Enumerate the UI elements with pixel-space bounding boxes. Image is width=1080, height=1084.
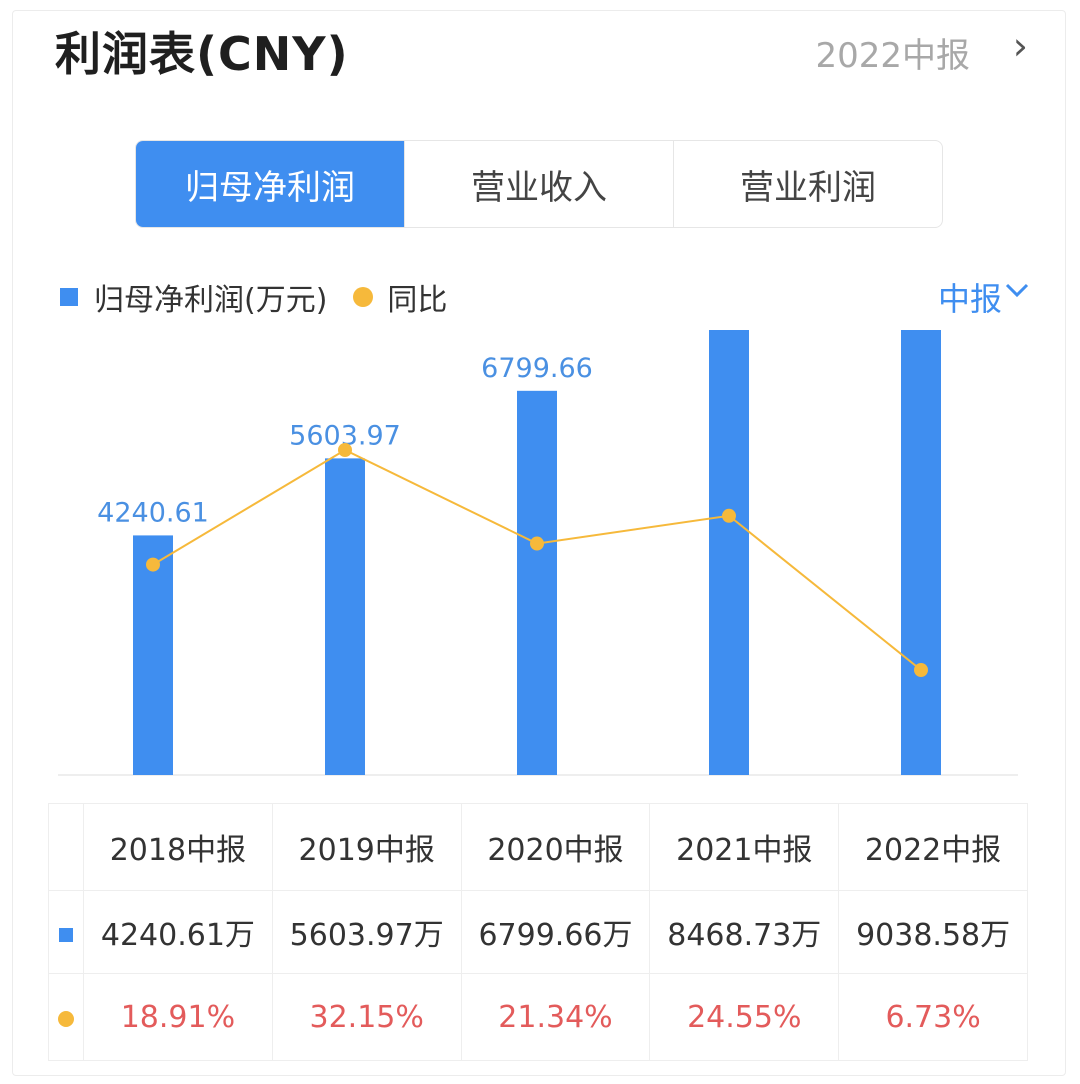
page-title: 利润表(CNY) <box>55 27 349 81</box>
bar-data-label: 6799.66 <box>481 353 593 384</box>
data-table: 2018中报 2019中报 2020中报 2021中报 2022中报 4240.… <box>48 803 1028 1061</box>
table-header-cell: 2019中报 <box>271 803 462 891</box>
legend-line-swatch <box>353 287 374 307</box>
table-cell-yoy: 32.15% <box>271 973 462 1061</box>
row-marker-cell <box>48 973 84 1061</box>
bar <box>709 330 749 775</box>
table-cell-value: 6799.66万 <box>460 890 651 974</box>
table-corner-cell <box>48 803 84 891</box>
bar <box>133 535 173 775</box>
table-header-cell: 2021中报 <box>649 803 840 891</box>
bar <box>901 330 941 775</box>
bar-series-marker <box>59 927 73 942</box>
table-row: 18.91% 32.15% 21.34% 24.55% 6.73% <box>48 973 1028 1061</box>
table-cell-yoy: 21.34% <box>460 973 651 1061</box>
yoy-point <box>146 557 160 572</box>
line-series-marker <box>58 1010 74 1027</box>
bar <box>517 390 557 775</box>
legend-bar-label: 归母净利润(万元) <box>94 283 328 318</box>
table-cell-value: 8468.73万 <box>649 890 840 974</box>
bar <box>325 458 365 775</box>
table-cell-yoy: 24.55% <box>649 973 840 1061</box>
yoy-point <box>338 443 352 457</box>
report-period-selector[interactable]: 2022中报 <box>815 36 970 76</box>
legend-bar-swatch <box>60 288 78 306</box>
table-cell-value: 4240.61万 <box>83 890 273 974</box>
table-header-row: 2018中报 2019中报 2020中报 2021中报 2022中报 <box>48 803 1028 891</box>
yoy-point <box>530 536 544 551</box>
table-header-cell: 2022中报 <box>838 803 1028 891</box>
chevron-down-icon[interactable] <box>1004 274 1030 312</box>
bar-data-label: 4240.61 <box>97 497 209 528</box>
chevron-right-icon[interactable]: › <box>1012 24 1028 68</box>
table-cell-value: 5603.97万 <box>271 890 462 974</box>
row-marker-cell <box>48 890 84 974</box>
legend-line-label: 同比 <box>387 283 448 318</box>
table-cell-value: 9038.58万 <box>838 890 1028 974</box>
tab-operating-profit[interactable]: 营业利润 <box>673 141 942 227</box>
table-cell-yoy: 6.73% <box>838 973 1028 1061</box>
table-cell-yoy: 18.91% <box>83 973 273 1061</box>
frequency-dropdown[interactable]: 中报 <box>937 280 1002 318</box>
yoy-point <box>722 508 736 523</box>
chart-legend: 归母净利润(万元) 同比 <box>60 275 447 319</box>
yoy-point <box>914 663 928 677</box>
table-header-cell: 2018中报 <box>83 803 273 891</box>
tab-net-profit[interactable]: 归母净利润 <box>136 141 404 227</box>
metric-tabs: 归母净利润 营业收入 营业利润 <box>135 140 943 228</box>
table-row: 4240.61万 5603.97万 6799.66万 8468.73万 9038… <box>48 890 1028 974</box>
tab-revenue[interactable]: 营业收入 <box>404 141 673 227</box>
table-header-cell: 2020中报 <box>460 803 651 891</box>
